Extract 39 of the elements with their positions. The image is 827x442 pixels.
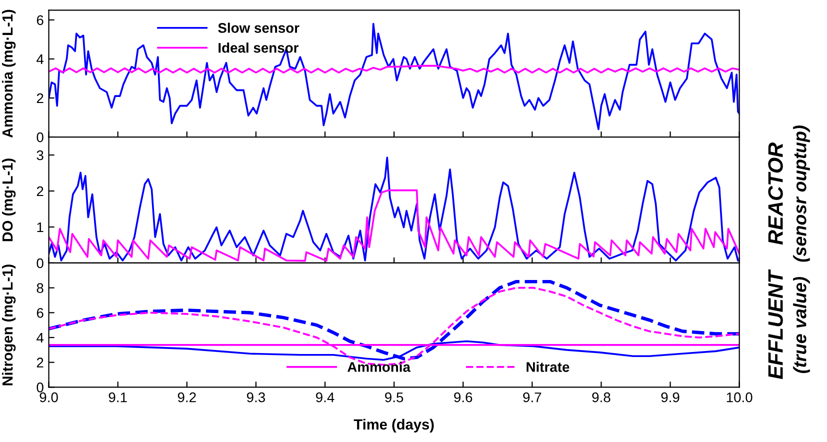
y-tick-label: 4 [36, 332, 44, 343]
y-tick-label: 0 [36, 258, 44, 268]
y-axis-title: DO (mg·L-1) [2, 158, 16, 242]
x-tick-label: 9.5 [385, 392, 404, 402]
x-tick-label: 9.6 [454, 392, 472, 402]
legend-label: Ammonia [348, 362, 411, 372]
legend-label: Nitrate [526, 362, 570, 372]
y-tick-label: 3 [36, 150, 44, 160]
y-tick-label: 2 [36, 93, 44, 104]
line-series [48, 156, 739, 262]
y-tick-label: 6 [36, 15, 44, 26]
x-tick-label: 9.3 [246, 392, 265, 402]
y-tick-label: 6 [36, 308, 44, 318]
line-series [48, 22, 740, 130]
x-tick-label: 10.0 [726, 392, 752, 402]
x-axis-title: Time (days) [354, 418, 434, 432]
legend-label: Ideal sensor [218, 42, 299, 53]
text: REACTOR [768, 142, 783, 245]
text: EFFLUENT [768, 269, 783, 380]
legend-label: Slow sensor [218, 22, 300, 33]
line-series [48, 64, 740, 74]
x-tick-label: 9.7 [523, 392, 542, 402]
y-tick-label: 2 [36, 186, 44, 196]
y-tick-label: 4 [36, 54, 44, 64]
y-axis-title: Nitrogen (mg·L-1) [2, 264, 16, 386]
y-axis-title: Ammonia (mg·L-1) [2, 10, 16, 138]
text: (senosr ouptup) [793, 126, 810, 262]
y-tick-label: 2 [36, 358, 44, 368]
y-tick-label: 1 [37, 222, 44, 232]
x-tick-label: 9.0 [40, 392, 58, 402]
text: (true value) [793, 276, 810, 374]
x-tick-label: 9.1 [108, 392, 127, 402]
x-tick-label: 9.4 [316, 392, 334, 402]
y-tick-label: 8 [36, 283, 44, 293]
x-tick-label: 9.8 [592, 392, 610, 402]
y-tick-label: 0 [36, 382, 44, 392]
x-tick-label: 9.9 [661, 392, 680, 402]
y-tick-label: 0 [36, 132, 44, 142]
x-tick-label: 9.2 [178, 392, 196, 402]
